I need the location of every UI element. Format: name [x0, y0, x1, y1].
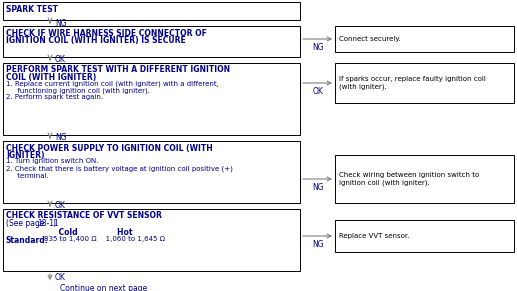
Bar: [3, 26, 300, 57]
Bar: [335, 220, 514, 252]
Text: 1. Turn ignition switch ON.: 1. Turn ignition switch ON.: [6, 159, 99, 164]
Bar: [335, 63, 514, 103]
Text: PERFORM SPARK TEST WITH A DIFFERENT IGNITION: PERFORM SPARK TEST WITH A DIFFERENT IGNI…: [6, 65, 230, 74]
Text: 18-11: 18-11: [37, 219, 59, 228]
Text: (with igniter).: (with igniter).: [339, 84, 387, 90]
Text: Check wiring between ignition switch to: Check wiring between ignition switch to: [339, 173, 479, 178]
Text: CHECK RESISTANCE OF VVT SENSOR: CHECK RESISTANCE OF VVT SENSOR: [6, 212, 162, 221]
Text: Replace VVT sensor.: Replace VVT sensor.: [339, 233, 409, 239]
Text: NG: NG: [55, 134, 67, 143]
Text: OK: OK: [55, 201, 66, 210]
Text: OK: OK: [55, 272, 66, 281]
Text: COIL (WITH IGNITER): COIL (WITH IGNITER): [6, 73, 96, 82]
Text: Continue on next page: Continue on next page: [60, 284, 147, 291]
Text: terminal.: terminal.: [6, 173, 49, 178]
Bar: [335, 155, 514, 203]
Text: 2. Check that there is battery voltage at ignition coil positive (+): 2. Check that there is battery voltage a…: [6, 166, 233, 172]
Text: IGNITER): IGNITER): [6, 151, 44, 160]
Text: If sparks occur, replace faulty ignition coil: If sparks occur, replace faulty ignition…: [339, 77, 486, 83]
Text: NG: NG: [312, 43, 324, 52]
Text: CHECK POWER SUPPLY TO IGNITION COIL (WITH: CHECK POWER SUPPLY TO IGNITION COIL (WIT…: [6, 143, 213, 152]
Text: ignition coil (with igniter).: ignition coil (with igniter).: [339, 180, 430, 186]
Text: OK: OK: [312, 87, 323, 96]
Text: Cold               Hot: Cold Hot: [6, 228, 132, 237]
Text: OK: OK: [55, 56, 66, 65]
Text: Connect securely.: Connect securely.: [339, 36, 401, 42]
Bar: [3, 209, 300, 271]
Text: 835 to 1,400 Ω    1,060 to 1,645 Ω: 835 to 1,400 Ω 1,060 to 1,645 Ω: [44, 236, 165, 242]
Text: functioning ignition coil (with igniter).: functioning ignition coil (with igniter)…: [6, 88, 150, 94]
Text: 1. Replace current ignition coil (with igniter) with a different,: 1. Replace current ignition coil (with i…: [6, 81, 219, 87]
Bar: [3, 141, 300, 203]
Text: ): ): [53, 219, 55, 228]
Text: CHECK IF WIRE HARNESS SIDE CONNECTOR OF: CHECK IF WIRE HARNESS SIDE CONNECTOR OF: [6, 29, 207, 38]
Text: IGNITION COIL (WITH IGNITER) IS SECURE: IGNITION COIL (WITH IGNITER) IS SECURE: [6, 36, 186, 45]
Text: NG: NG: [55, 19, 67, 28]
Text: NG: NG: [312, 240, 324, 249]
Text: Standard:: Standard:: [6, 236, 49, 245]
Text: SPARK TEST: SPARK TEST: [6, 4, 58, 13]
Bar: [3, 2, 300, 20]
Bar: [335, 26, 514, 52]
Text: NG: NG: [312, 183, 324, 192]
Text: (See page: (See page: [6, 219, 47, 228]
Bar: [3, 63, 300, 135]
Text: 2. Perform spark test again.: 2. Perform spark test again.: [6, 95, 103, 100]
